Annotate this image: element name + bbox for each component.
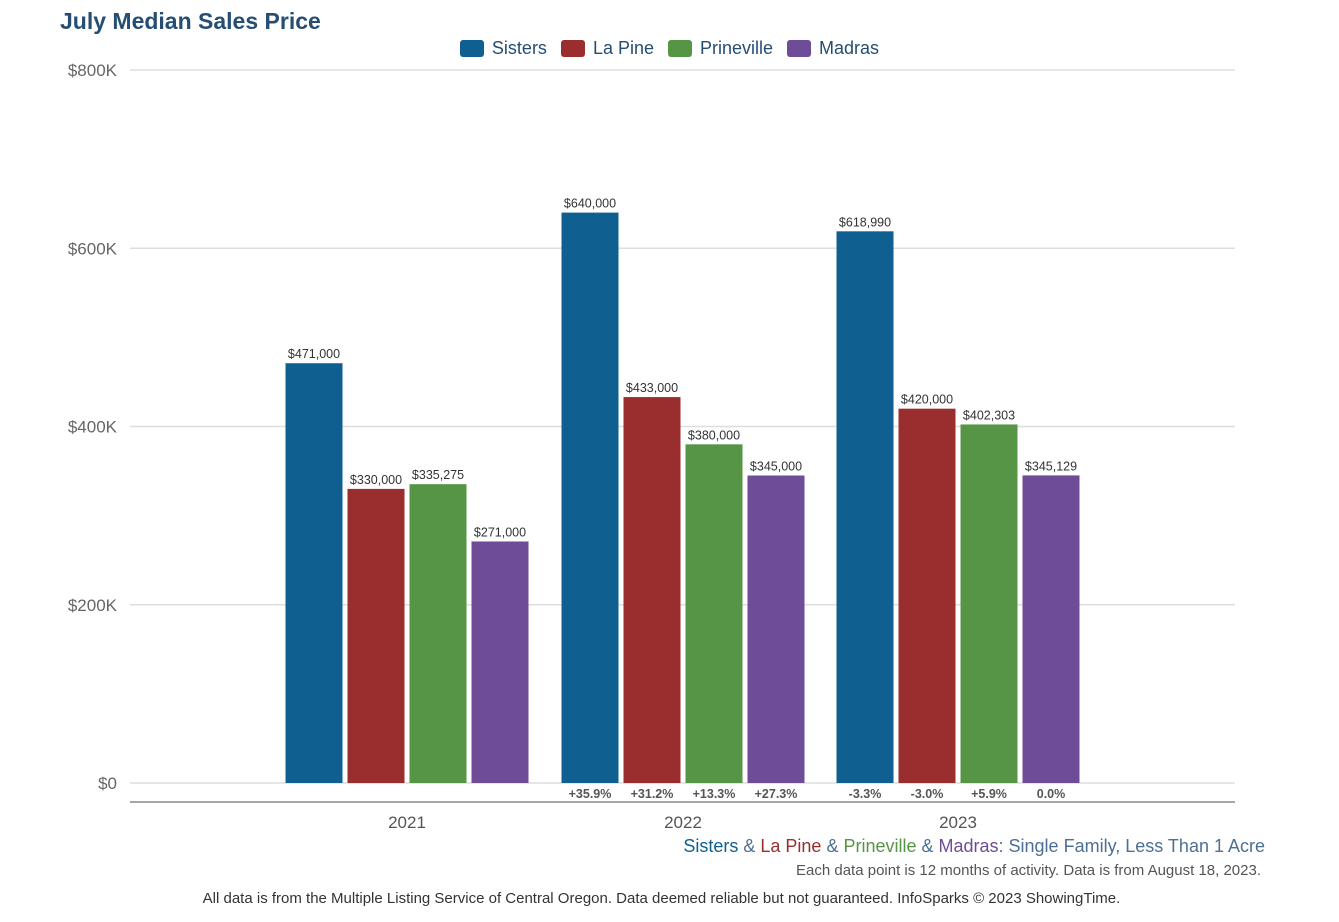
bar-la-pine-2021 [347, 488, 405, 783]
data-label: $335,275 [412, 468, 464, 482]
data-label: $345,129 [1025, 459, 1077, 473]
data-label: $345,000 [750, 460, 802, 474]
data-label: $471,000 [288, 347, 340, 361]
legend-swatch [668, 40, 692, 57]
data-label: $330,000 [350, 473, 402, 487]
legend-item-la-pine[interactable]: La Pine [560, 38, 654, 59]
subtitle-part: La Pine [760, 836, 822, 856]
y-tick-label: $400K [68, 418, 118, 437]
chart-title: July Median Sales Price [60, 8, 321, 34]
bar-sisters-2023 [836, 231, 894, 783]
bar-madras-2023 [1022, 475, 1080, 783]
data-label: $420,000 [901, 393, 953, 407]
subtitle-part: & [738, 836, 761, 856]
y-tick-label: $600K [68, 239, 118, 258]
y-tick-label: $200K [68, 596, 118, 615]
legend-swatch [787, 40, 812, 57]
subtitle-part: Sisters [683, 836, 739, 856]
subtitle-part: Madras [938, 836, 999, 856]
subtitle-part: : Single Family, Less Than 1 Acre [998, 836, 1265, 856]
legend-label: Sisters [491, 38, 547, 58]
data-label: $402,303 [963, 408, 1015, 422]
legend-label: La Pine [592, 38, 654, 58]
x-tick-label: 2021 [388, 813, 426, 832]
bar-sisters-2022 [561, 212, 619, 784]
change-label: +35.9% [569, 787, 612, 801]
legend-item-madras[interactable]: Madras [787, 38, 879, 59]
subtitle-part: Prineville [843, 836, 917, 856]
change-label: +5.9% [971, 787, 1007, 801]
legend-label: Madras [819, 38, 880, 58]
data-label: $380,000 [688, 428, 740, 442]
footer: All data is from the Multiple Listing Se… [202, 890, 1121, 907]
data-note: Each data point is 12 months of activity… [796, 862, 1261, 879]
bar-sisters-2021 [285, 363, 343, 783]
bar-la-pine-2022 [623, 397, 681, 783]
change-label: -3.0% [911, 787, 944, 801]
change-label: +31.2% [631, 787, 674, 801]
data-label: $640,000 [564, 197, 616, 211]
subtitle-part: & [821, 836, 844, 856]
y-tick-label: $0 [98, 774, 117, 793]
change-label: 0.0% [1037, 787, 1066, 801]
legend: Sisters La Pine Prineville Madras [0, 38, 1339, 62]
legend-swatch [560, 40, 585, 57]
bar-prineville-2021 [409, 484, 467, 783]
legend-label: Prineville [700, 38, 774, 58]
data-label: $433,000 [626, 381, 678, 395]
bar-la-pine-2023 [898, 408, 956, 783]
legend-item-sisters[interactable]: Sisters [459, 38, 547, 59]
data-label: $618,990 [839, 215, 891, 229]
bar-madras-2022 [747, 475, 805, 783]
bar-madras-2021 [471, 541, 529, 783]
data-label: $271,000 [474, 525, 526, 539]
legend-item-prineville[interactable]: Prineville [668, 38, 773, 59]
change-label: +27.3% [755, 787, 798, 801]
subtitle-part: & [916, 836, 939, 856]
subtitle: Sisters & La Pine & Prineville & Madras:… [683, 836, 1265, 857]
y-tick-label: $800K [68, 61, 118, 80]
bar-prineville-2023 [960, 424, 1018, 783]
x-tick-label: 2022 [664, 813, 702, 832]
x-tick-label: 2023 [939, 813, 977, 832]
change-label: +13.3% [693, 787, 736, 801]
bar-prineville-2022 [685, 444, 743, 783]
change-label: -3.3% [849, 787, 882, 801]
legend-swatch [459, 40, 484, 57]
